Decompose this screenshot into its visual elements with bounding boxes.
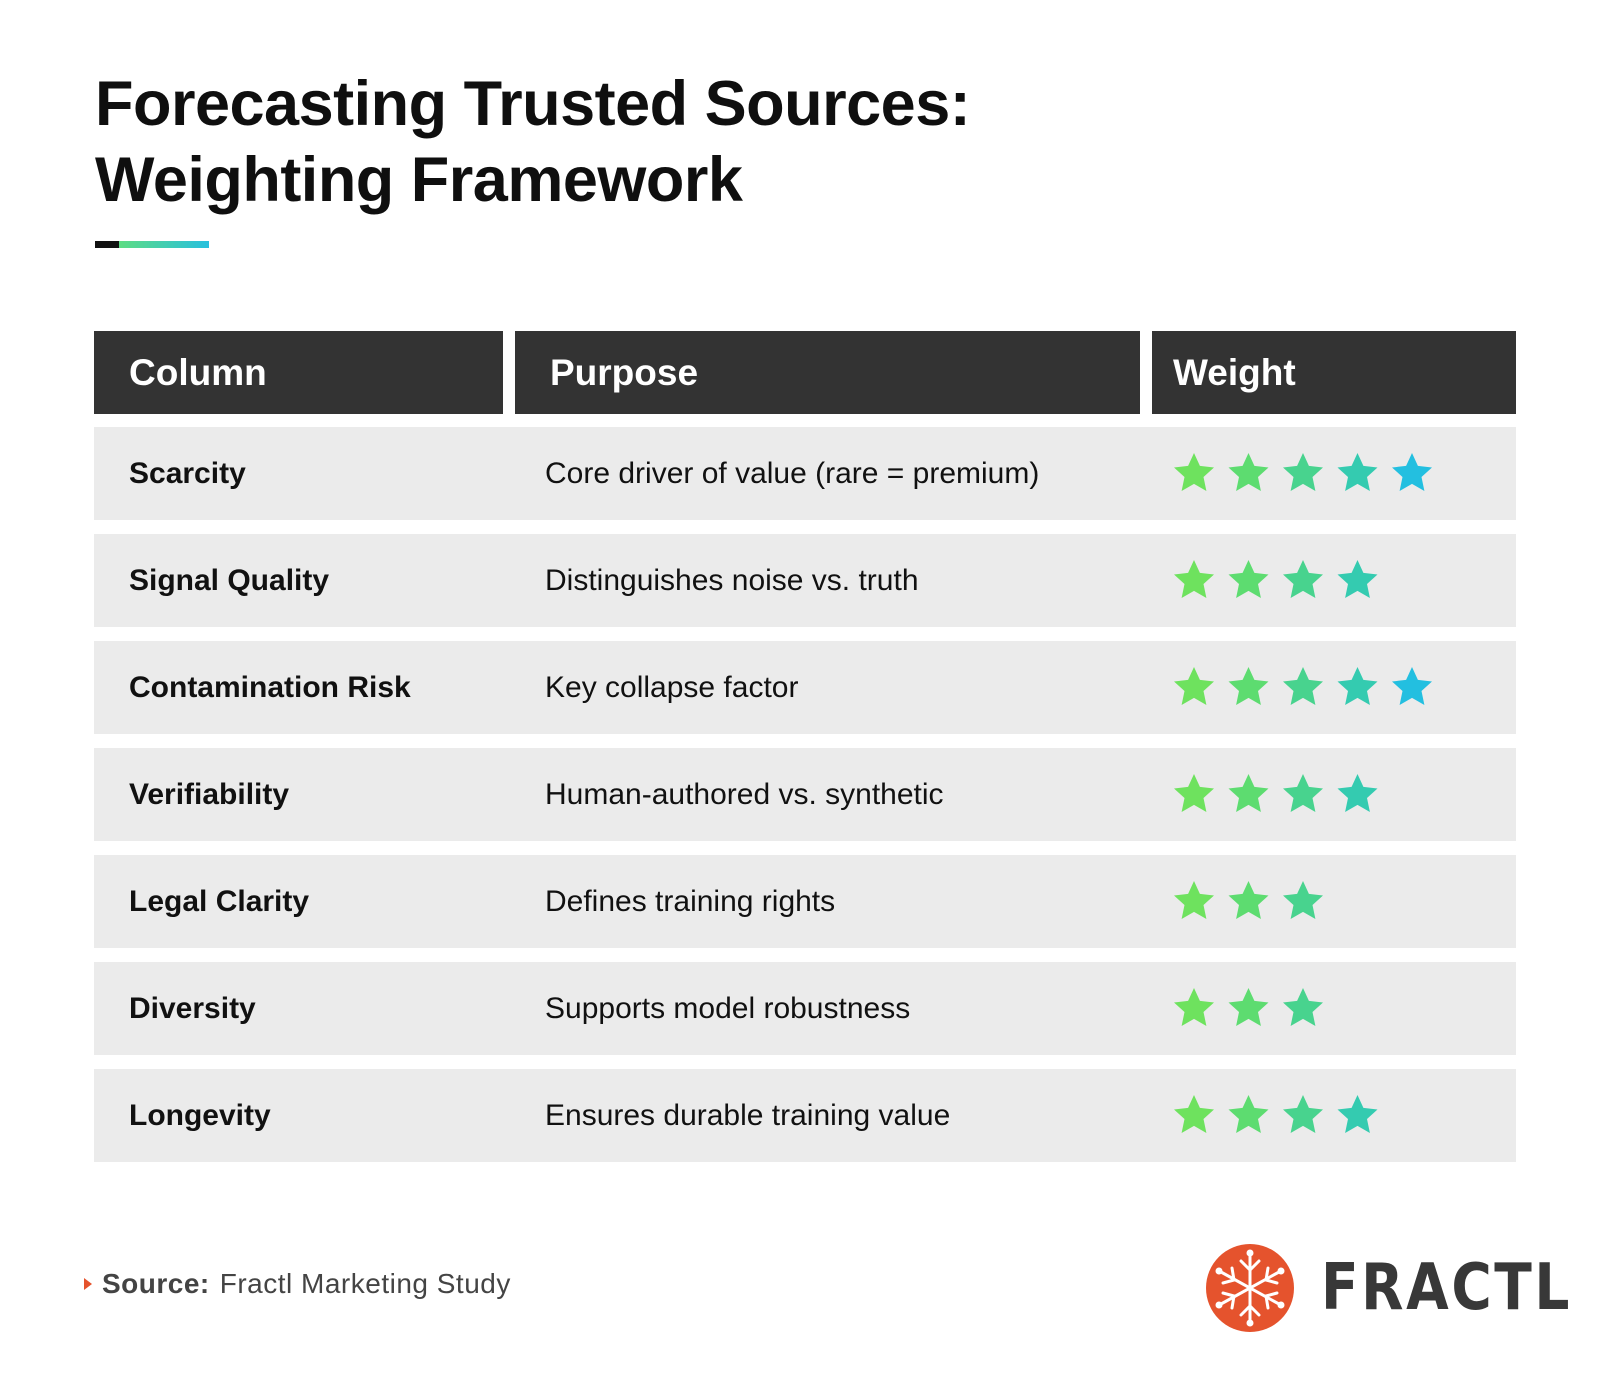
row-purpose: Distinguishes noise vs. truth <box>545 563 919 597</box>
star-icon <box>1228 880 1269 919</box>
title-line-2: Weighting Framework <box>95 145 743 215</box>
table-row: Signal Quality Distinguishes noise vs. tr… <box>94 534 1516 627</box>
star-icon <box>1174 559 1214 598</box>
star-icon <box>1228 559 1269 598</box>
row-column-name: Longevity <box>129 1098 271 1132</box>
star-icon <box>1174 452 1214 491</box>
source-arrow-icon <box>84 1278 92 1290</box>
star-icon <box>1283 773 1323 812</box>
row-purpose: Core driver of value (rare = premium) <box>545 456 1040 490</box>
row-weight-stars <box>1172 855 1442 948</box>
star-icon <box>1337 666 1378 705</box>
header-purpose: Purpose <box>515 331 1140 414</box>
row-column-name: Verifiability <box>129 777 290 811</box>
star-icon <box>1283 880 1323 919</box>
star-icon <box>1228 666 1269 705</box>
star-icon <box>1228 773 1269 812</box>
title-accent-bar <box>95 241 209 248</box>
fractl-logo: FRACTL <box>1205 1243 1600 1333</box>
star-icon <box>1174 666 1214 705</box>
star-icon <box>1392 452 1432 491</box>
star-icon <box>1337 559 1378 598</box>
table-row: Longevity Ensures durable training value <box>94 1069 1516 1162</box>
star-icon <box>1174 773 1214 812</box>
row-column-name: Scarcity <box>129 456 246 490</box>
row-purpose: Defines training rights <box>545 884 836 918</box>
table-row: Diversity Supports model robustness <box>94 962 1516 1055</box>
table-row: Legal Clarity Defines training rights <box>94 855 1516 948</box>
row-column-name: Contamination Risk <box>129 670 411 704</box>
row-weight-stars <box>1172 641 1442 734</box>
star-icon <box>1337 773 1378 812</box>
star-icon <box>1283 666 1323 705</box>
page-title: Forecasting Trusted Sources: Weighting F… <box>95 66 1295 218</box>
fractl-snowflake-icon <box>1206 1244 1294 1332</box>
row-weight-stars <box>1172 1069 1442 1162</box>
title-line-1: Forecasting Trusted Sources: <box>95 69 971 139</box>
star-icon <box>1283 452 1323 491</box>
star-icon <box>1337 452 1378 491</box>
star-icon <box>1174 987 1214 1026</box>
row-column-name: Signal Quality <box>129 563 330 597</box>
table-row: Scarcity Core driver of value (rare = pre… <box>94 427 1516 520</box>
logo-text: FRACTL <box>1321 1251 1573 1325</box>
star-icon <box>1174 880 1214 919</box>
source-label: Source: <box>102 1268 210 1299</box>
row-purpose: Key collapse factor <box>545 670 799 704</box>
table-row: Verifiability Human-authored vs. syntheti… <box>94 748 1516 841</box>
star-icon <box>1392 666 1432 705</box>
row-weight-stars <box>1172 534 1442 627</box>
row-weight-stars <box>1172 748 1442 841</box>
star-icon <box>1228 1094 1269 1133</box>
star-icon <box>1283 559 1323 598</box>
star-icon <box>1228 452 1269 491</box>
row-column-name: Legal Clarity <box>129 884 310 918</box>
row-purpose: Supports model robustness <box>545 991 911 1025</box>
source-text: Fractl Marketing Study <box>219 1268 511 1299</box>
table-row: Contamination Risk Key collapse factor <box>94 641 1516 734</box>
star-icon <box>1283 1094 1323 1133</box>
star-icon <box>1283 987 1323 1026</box>
source-note: Source: Fractl Marketing Study <box>84 1268 511 1300</box>
header-column: Column <box>94 331 503 414</box>
row-weight-stars <box>1172 962 1442 1055</box>
header-weight: Weight <box>1152 331 1516 414</box>
star-icon <box>1337 1094 1378 1133</box>
row-purpose: Human-authored vs. synthetic <box>545 777 944 811</box>
row-purpose: Ensures durable training value <box>545 1098 951 1132</box>
star-icon <box>1228 987 1269 1026</box>
star-icon <box>1174 1094 1214 1133</box>
row-column-name: Diversity <box>129 991 256 1025</box>
row-weight-stars <box>1172 427 1442 520</box>
